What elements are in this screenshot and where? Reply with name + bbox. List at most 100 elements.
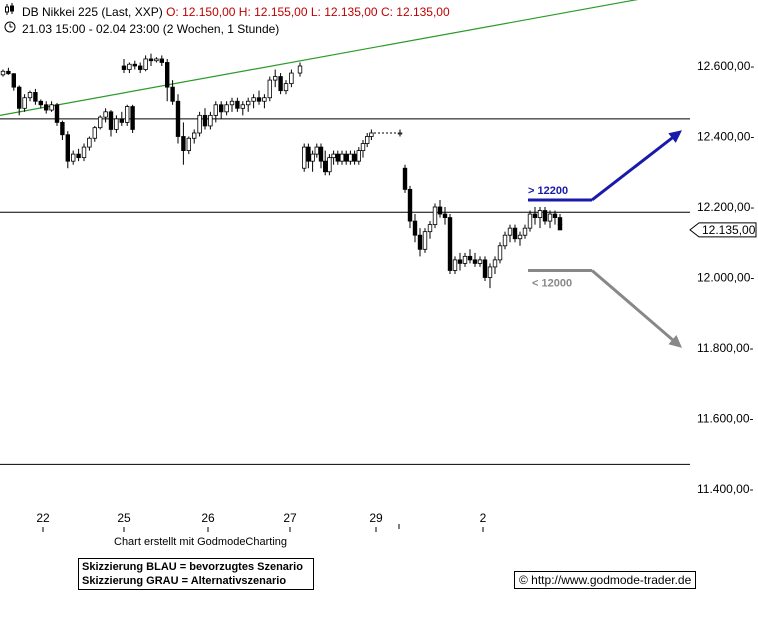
candle-body-35 (175, 100, 181, 137)
candle-body-17 (92, 127, 97, 139)
candle-body-98 (512, 227, 518, 240)
candle-body-83 (437, 206, 443, 215)
candle-body-104 (542, 210, 548, 222)
candle-body-39 (197, 114, 202, 134)
x-tick-label-0: 22 (36, 511, 50, 525)
candle-body-68 (343, 153, 349, 162)
legend-grey: Skizzierung GRAU = Alternativszenario (82, 575, 287, 587)
candle-body-80 (422, 231, 428, 250)
candle-body-76 (402, 167, 408, 190)
candle-body-4 (22, 97, 27, 109)
candle-body-90 (472, 259, 478, 264)
y-tick-label-3: 12.000,00- (697, 271, 754, 285)
y-tick-label-5: 11.600,00- (697, 412, 754, 426)
candle-body-22 (119, 118, 124, 123)
chart-header-line: DB Nikkei 225 (Last, XXP) O: 12.150,00 H… (8, 5, 450, 19)
candle-body-28 (137, 65, 143, 70)
candle-body-75 (397, 132, 403, 135)
candle-body-106 (552, 213, 558, 218)
candle-body-53 (272, 76, 278, 81)
candle-body-84 (442, 213, 448, 218)
candle-body-61 (314, 146, 319, 155)
candle-body-81 (427, 224, 433, 233)
candle-body-66 (335, 153, 340, 162)
time-range-label: 21.03 15:00 - 02.04 23:00 (2 Wochen, 1 S… (22, 22, 280, 36)
x-tick-label-4: 29 (369, 511, 383, 525)
candle-body-97 (507, 227, 513, 236)
x-tick-label-5: 2 (480, 511, 487, 525)
candle-body-71 (356, 150, 361, 162)
candle-body-82 (432, 206, 438, 226)
candle-body-91 (477, 259, 483, 264)
candle-body-46 (235, 100, 240, 109)
candle-body-43 (218, 104, 224, 113)
candle-body-70 (352, 153, 357, 162)
candle-body-5 (27, 92, 33, 99)
candle-body-103 (537, 210, 543, 218)
last-price-label: 12.135,00 (702, 223, 756, 237)
candle-body-50 (256, 97, 262, 102)
time-range: 21.03 15:00 - 02.04 23:00 (2 Wochen, 1 S… (8, 22, 279, 36)
candle-body-85 (447, 217, 453, 271)
candle-body-42 (213, 104, 218, 116)
x-tick-label-3: 27 (283, 511, 297, 525)
candle-body-64 (327, 157, 332, 173)
candle-body-26 (127, 63, 132, 70)
candle-body-65 (331, 153, 336, 159)
candle-body-79 (417, 234, 423, 250)
candle-body-3 (16, 86, 22, 109)
candle-body-102 (532, 213, 538, 218)
candle-body-31 (154, 58, 159, 62)
y-tick-label-0: 12.600,00- (697, 59, 754, 73)
candle-body-10 (54, 104, 60, 123)
y-tick-label-6: 11.400,00- (697, 482, 754, 496)
candle-body-19 (103, 111, 108, 118)
candle-body-96 (502, 234, 508, 247)
candle-body-87 (457, 259, 463, 264)
y-tick-label-1: 12.400,00- (697, 130, 754, 144)
copyright-link[interactable]: © http://www.godmode-trader.de (514, 571, 697, 589)
close-value: C: 12.135,00 (380, 5, 450, 19)
candle-body-108 (557, 224, 563, 231)
candle-body-95 (497, 245, 503, 261)
candle-body-36 (181, 136, 186, 151)
candle-body-21 (114, 118, 119, 130)
candle-body-49 (251, 97, 256, 102)
candle-body-100 (522, 227, 528, 236)
scenario-grey-arrowhead (668, 334, 682, 348)
candle-body-2 (11, 73, 16, 88)
candle-body-16 (87, 137, 92, 148)
candle-body-74 (369, 132, 374, 137)
candle-body-32 (159, 58, 164, 63)
candle-body-27 (132, 63, 137, 67)
instrument-name: DB Nikkei 225 (Last, XXP) (22, 5, 163, 19)
candle-body-105 (547, 213, 553, 222)
trendline (0, 0, 639, 116)
candle-body-37 (186, 137, 191, 151)
candle-body-55 (283, 83, 289, 92)
candle-body-23 (125, 106, 130, 123)
candle-body-69 (348, 153, 353, 162)
candle-body-40 (202, 114, 208, 127)
last-price-marker (689, 222, 757, 238)
candle-body-7 (38, 100, 43, 106)
candle-body-13 (71, 153, 76, 162)
candle-body-33 (164, 62, 170, 88)
low-value: L: 12.135,00 (310, 5, 378, 19)
candle-body-59 (306, 146, 311, 162)
candle-body-25 (121, 65, 127, 70)
candle-body-11 (60, 122, 65, 136)
candle-body-67 (339, 153, 345, 162)
candle-body-29 (143, 58, 148, 70)
candle-body-0 (0, 70, 6, 76)
candle-chart-icon (5, 3, 14, 15)
candle-body-62 (318, 146, 324, 162)
candle-body-93 (487, 266, 493, 278)
candle-body-94 (492, 259, 498, 268)
x-tick-label-2: 26 (201, 511, 215, 525)
candle-body-78 (412, 220, 418, 236)
scenario-blue-arrowhead (668, 130, 682, 143)
candle-body-24 (130, 106, 135, 130)
clock-icon (4, 21, 16, 33)
candle-body-20 (108, 111, 114, 130)
